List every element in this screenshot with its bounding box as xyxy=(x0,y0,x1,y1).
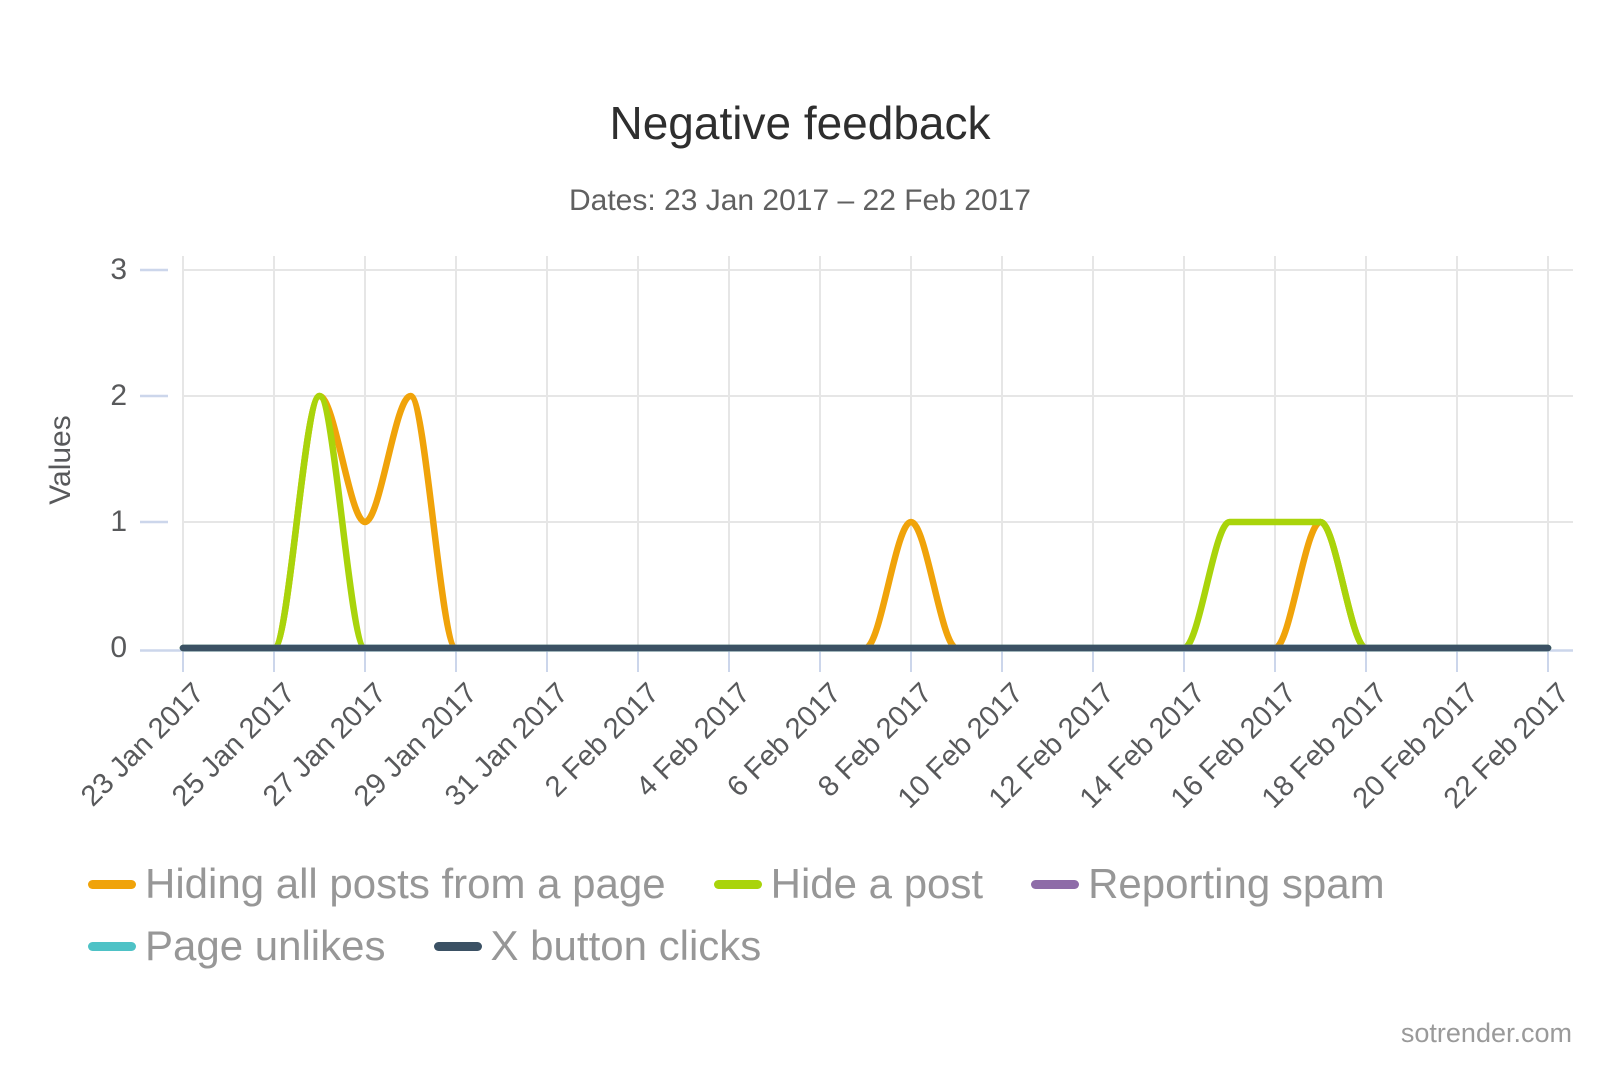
legend-marker-hide-a-post xyxy=(713,879,762,889)
chart-subtitle: Dates: 23 Jan 2017 – 22 Feb 2017 xyxy=(568,184,1031,217)
legend-label: Hiding all posts from a page xyxy=(145,860,666,907)
legend-marker-hiding-all-posts xyxy=(88,879,136,889)
legend-item-hide-a-post[interactable]: Hide a post xyxy=(713,860,984,908)
legend-label: Reporting spam xyxy=(1088,860,1385,907)
legend-label: Page unlikes xyxy=(145,922,386,970)
y-tick-label: 2 xyxy=(110,379,127,412)
legend-item-page-unlikes[interactable]: Page unlikes xyxy=(88,922,386,970)
legend-marker-x-button-clicks xyxy=(433,941,482,951)
legend-label: Hide a post xyxy=(770,860,984,907)
y-tick-label: 0 xyxy=(110,631,127,664)
legend-label: X button clicks xyxy=(490,922,762,970)
legend-item-reporting-spam[interactable]: Reporting spam xyxy=(1031,860,1385,908)
legend-item-hiding-all-posts[interactable]: Hiding all posts from a page xyxy=(88,860,666,908)
legend: Hiding all posts from a page Hide a post… xyxy=(88,860,1512,971)
legend-marker-reporting-spam xyxy=(1031,879,1080,889)
chart-title: Negative feedback xyxy=(609,97,991,149)
watermark-link[interactable]: sotrender.com xyxy=(1400,1018,1572,1048)
legend-item-x-button-clicks[interactable]: X button clicks xyxy=(433,922,762,970)
y-tick-label: 3 xyxy=(110,253,127,286)
y-tick-label: 1 xyxy=(110,505,127,538)
legend-marker-page-unlikes xyxy=(88,941,136,951)
